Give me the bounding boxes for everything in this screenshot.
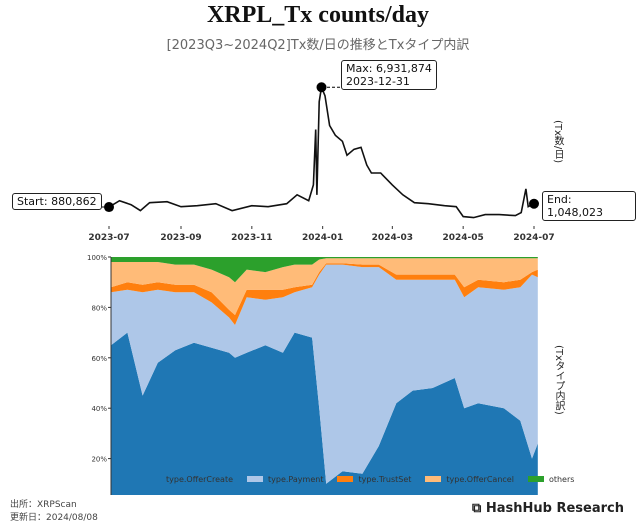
legend: type.OfferCreate type.Payment type.TrustSe… [145,475,574,484]
legend-swatch [247,476,264,482]
legend-label: type.OfferCreate [166,475,234,484]
legend-item: type.OfferCancel [425,475,514,484]
logo-icon: ⧉ [472,501,486,516]
max-annotation: Max: 6,931,874 2023-12-31 [341,60,437,90]
legend-item: others [527,475,575,484]
start-point [104,202,114,213]
legend-swatch [425,476,442,482]
top-y-label: (Tx数/日) [552,120,563,164]
chart-title: XRPL_Tx counts/day [206,2,430,28]
x-tick-label: 2024-05 [443,233,484,243]
legend-swatch [337,476,354,482]
start-annotation: Start: 880,862 [12,193,102,210]
logo-text: HashHub Research [485,501,624,516]
x-tick-label: 2024-03 [372,233,413,243]
stacked-area-chart: 0%20%40%60%80%100%JulAugSepOctNovDecJan2… [87,254,538,495]
x-tick-label: 2024-07 [513,233,554,243]
area-trustset [111,263,538,325]
legend-item: type.OfferCreate [145,475,233,484]
bottom-y-label: (Txタイプ内訳) [553,345,564,415]
chart-subtitle: [2023Q3~2024Q2]Tx数/日の推移とTxタイプ内訳 [166,38,470,53]
area-payment [111,264,538,484]
legend-label: type.TrustSet [358,475,412,484]
legend-item: type.Payment [247,475,323,484]
x-tick-label: 2024-01 [302,233,343,243]
y-tick-label: 40% [91,405,107,413]
legend-item: type.TrustSet [337,475,411,484]
x-tick-label: 2023-07 [88,233,129,243]
line-chart: 2023-07 2023-09 2023-11 2024-01 2024-03 2024-… [88,82,555,243]
y-tick-label: 80% [91,304,107,312]
updated-note: 更新日：2024/08/08 [10,513,98,523]
end-point [529,198,539,209]
legend-swatch [145,476,161,482]
end-annotation: End: 1,048,023 [542,191,636,221]
source-note: 出所：XRPScan [10,500,77,510]
area-offercancel [111,258,538,315]
legend-label: type.Payment [268,475,324,484]
y-tick-label: 20% [91,456,107,464]
max-point [316,82,327,93]
legend-label: type.OfferCancel [446,475,514,484]
area-offercreate [111,332,538,495]
area-others [111,257,538,283]
legend-label: others [548,475,575,484]
y-tick-label: 60% [91,355,107,363]
x-tick-label: 2023-11 [231,233,272,243]
y-tick-label: 100% [87,254,107,262]
max-value: Max: 6,931,874 [346,62,432,75]
hashhub-logo: ⧉ HashHub Research [472,501,624,516]
max-date: 2023-12-31 [346,75,410,88]
legend-swatch [527,476,544,482]
tx-count-line [108,84,535,219]
x-tick-label: 2023-09 [160,233,201,243]
